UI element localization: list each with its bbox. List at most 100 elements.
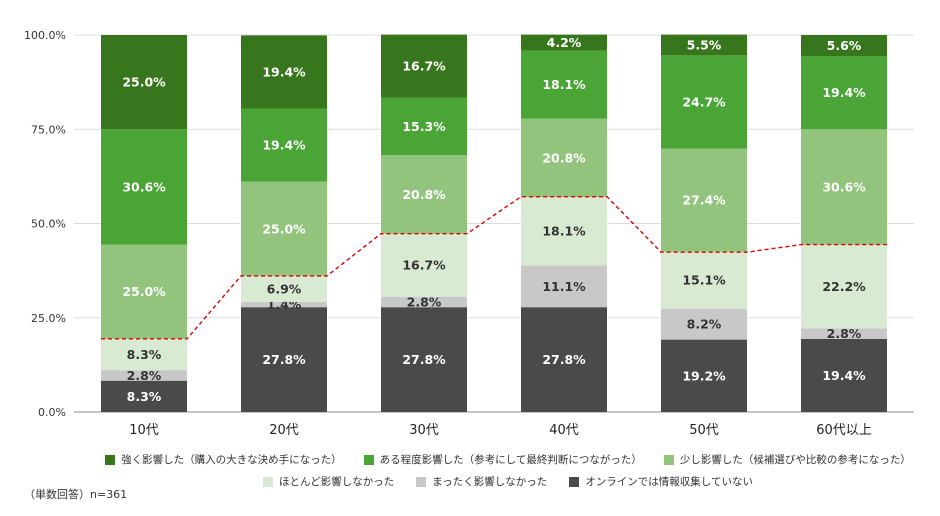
data-label: 15.3% <box>402 119 446 134</box>
legend-label: ある程度影響した（参考にして最終判断につながった） <box>379 454 642 466</box>
data-label: 2.8% <box>827 326 862 341</box>
bar-segment <box>241 35 327 109</box>
x-tick-label: 20代 <box>269 423 299 438</box>
bar-segment <box>661 34 747 56</box>
threshold-line <box>101 196 887 340</box>
bar-segment <box>381 307 467 412</box>
data-label: 16.7% <box>402 59 446 74</box>
data-label: 6.9% <box>267 281 302 296</box>
bar-segment <box>381 155 467 234</box>
bar-segment <box>241 108 327 182</box>
legend-swatch <box>663 454 674 465</box>
data-label: 20.8% <box>402 187 446 202</box>
bar-segment <box>661 308 747 340</box>
data-label: 30.6% <box>122 179 166 194</box>
legend-row-2: ほとんど影響しなかった まったく影響しなかった オンラインでは情報収集していない <box>88 474 928 489</box>
legend-swatch <box>263 476 274 487</box>
data-label: 27.8% <box>402 352 446 367</box>
legend-swatch <box>105 454 116 465</box>
legend-item: オンラインでは情報収集していない <box>569 474 753 489</box>
bar-segment <box>101 244 187 339</box>
bar-segment <box>241 181 327 276</box>
data-label: 4.2% <box>547 35 582 50</box>
data-label: 19.4% <box>822 368 866 383</box>
data-label: 27.8% <box>542 352 586 367</box>
bar-segment <box>801 129 887 245</box>
bar-segment <box>801 328 887 339</box>
y-tick-label: 100.0% <box>24 29 66 42</box>
bar-segment <box>521 118 607 198</box>
bar-segment <box>101 370 187 381</box>
bar-segment <box>101 35 187 130</box>
y-tick-label: 75.0% <box>31 123 66 136</box>
data-label: 8.2% <box>687 317 722 332</box>
bar-segment <box>241 275 327 302</box>
legend-item: ほとんど影響しなかった <box>263 474 394 489</box>
legend-swatch <box>363 454 374 465</box>
data-label: 19.4% <box>262 64 306 79</box>
x-tick-label: 10代 <box>129 423 159 438</box>
data-label: 16.7% <box>402 258 446 273</box>
bar-segment <box>801 338 887 412</box>
bar-segment <box>381 34 467 98</box>
data-label: 2.8% <box>407 294 442 309</box>
data-label: 8.3% <box>127 347 162 362</box>
bar-segment <box>241 307 327 412</box>
bar-segment <box>801 244 887 329</box>
data-label: 2.8% <box>127 368 162 383</box>
legend-item: ある程度影響した（参考にして最終判断につながった） <box>363 452 642 467</box>
data-label: 22.2% <box>822 279 866 294</box>
bar-segment <box>101 380 187 412</box>
x-tick-label: 40代 <box>549 423 579 438</box>
x-tick-label: 60代以上 <box>816 423 872 438</box>
bar-segment <box>101 338 187 371</box>
legend-label: 少し影響した（候補選びや比較の参考になった） <box>679 454 911 466</box>
bar-segment <box>241 301 327 308</box>
legend-swatch <box>569 476 580 487</box>
bar-segment <box>801 35 887 57</box>
data-label: 5.5% <box>687 37 722 52</box>
legend-item: 強く影響した（購入の大きな決め手になった） <box>105 452 342 467</box>
data-label: 19.2% <box>682 368 726 383</box>
data-label: 5.6% <box>827 38 862 53</box>
x-tick-label: 50代 <box>689 423 719 438</box>
bar-segment <box>661 55 747 149</box>
bar-segment <box>661 148 747 252</box>
y-tick-label: 25.0% <box>31 312 66 325</box>
y-tick-label: 50.0% <box>31 218 66 231</box>
legend-label: まったく影響しなかった <box>432 476 548 488</box>
stacked-bar-chart: 0.0% 25.0% 50.0% 75.0% 100.0% 8.3% 2.8% 8.3% 25.… <box>24 29 914 438</box>
bar-segment <box>521 265 607 308</box>
data-label: 25.0% <box>262 221 306 236</box>
data-label: 11.1% <box>542 279 586 294</box>
legend-item: 少し影響した（候補選びや比較の参考になった） <box>663 452 911 467</box>
bar-segment <box>381 97 467 156</box>
legend-item: まったく影響しなかった <box>416 474 547 489</box>
legend: 強く影響した（購入の大きな決め手になった） ある程度影響した（参考にして最終判断… <box>88 452 928 496</box>
legend-label: 強く影響した（購入の大きな決め手になった） <box>121 454 342 466</box>
legend-row-1: 強く影響した（購入の大きな決め手になった） ある程度影響した（参考にして最終判断… <box>88 452 928 467</box>
data-label: 8.3% <box>127 389 162 404</box>
x-tick-label: 30代 <box>409 423 439 438</box>
bar-segment <box>521 307 607 412</box>
bar-segment <box>381 296 467 308</box>
bar-segment <box>661 251 747 309</box>
data-label: 18.1% <box>542 224 586 239</box>
data-label: 15.1% <box>682 273 726 288</box>
legend-label: オンラインでは情報収集していない <box>585 476 753 488</box>
bar-segment <box>521 50 607 119</box>
data-label: 27.4% <box>682 193 726 208</box>
data-label: 25.0% <box>122 75 166 90</box>
bar-segment <box>521 197 607 266</box>
data-label: 24.7% <box>682 94 726 109</box>
data-label: 20.8% <box>542 150 586 165</box>
bar-segment <box>801 56 887 130</box>
legend-swatch <box>416 476 427 487</box>
sample-note: （単数回答）n=361 <box>24 488 128 501</box>
data-label: 27.8% <box>262 352 306 367</box>
legend-label: ほとんど影響しなかった <box>279 476 395 488</box>
bar-segment <box>101 129 187 245</box>
bar-segment <box>381 233 467 297</box>
data-label: 18.1% <box>542 77 586 92</box>
bar-segment <box>661 339 747 412</box>
